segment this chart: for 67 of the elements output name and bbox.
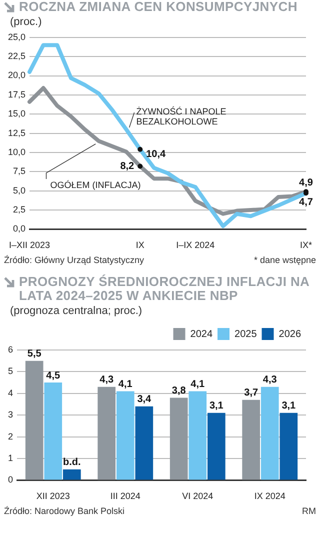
data-label: b.d.: [63, 457, 82, 468]
data-label: 5,5: [27, 348, 42, 360]
bar: [188, 391, 207, 480]
x-tick-label: I–XII 2023: [8, 240, 50, 250]
x-tick-label: IX 2024: [254, 491, 286, 502]
x-tick-label: III 2024: [110, 491, 140, 502]
text: Źródło: Główny Urząd Statystyczny: [4, 255, 144, 265]
chart-subtitle: (prognoza centralna; proc.): [10, 305, 144, 317]
bar: [44, 382, 62, 480]
bar: [170, 398, 188, 480]
bar: [62, 469, 81, 480]
y-tick-label: 15,0: [8, 108, 26, 119]
y-tick-label: 25,0: [8, 32, 26, 42]
x-tick-label: I–IX 2024: [176, 240, 215, 250]
x-tick-label: IX: [136, 240, 144, 250]
chart-subtitle: (proc.): [10, 16, 43, 28]
data-label: 4,1: [190, 378, 206, 390]
y-tick-label: 10,0: [8, 146, 26, 157]
y-tick-label: 22,5: [8, 51, 26, 62]
bar: [116, 391, 134, 480]
bar: [207, 412, 226, 480]
chart-title: ROCZNA ZMIANA CEN KONSUMPCYJNYCH: [19, 0, 298, 14]
data-label: 4,3: [262, 374, 278, 386]
y-tick-label: 12,5: [8, 128, 26, 138]
text: * dane wstępne: [254, 255, 316, 265]
data-label: 3,1: [209, 400, 224, 412]
data-label: 4,3: [100, 374, 114, 386]
bar: [280, 412, 298, 480]
y-tick-label: 1: [8, 452, 14, 463]
y-tick-label: 3: [8, 410, 14, 420]
text: Źródło: Narodowy Bank Polski: [4, 506, 125, 516]
data-label: 4,7: [299, 196, 314, 208]
text: RM: [302, 506, 316, 516]
y-tick-label: 4: [8, 388, 14, 398]
bar: [98, 386, 116, 480]
data-label: 8,2: [120, 161, 135, 172]
data-label: 10,4: [146, 149, 166, 160]
y-tick-label: 5: [8, 366, 14, 376]
chart-title: PROGNOZY ŚREDNIOROCZNEJ INFLACJI NA LATA 2024–2025 W ANKIECIE NBP: [19, 274, 310, 303]
legend-label: 2024: [190, 328, 213, 340]
y-tick-label: 20,0: [8, 70, 26, 80]
bar: [242, 400, 260, 480]
bar: [25, 360, 44, 480]
y-tick-label: 0,0: [13, 224, 26, 234]
x-tick-label: VI 2024: [182, 491, 214, 502]
bar: [260, 386, 279, 480]
legend-label: 2025: [234, 328, 258, 340]
data-label: 4,5: [46, 370, 61, 382]
data-label: 3,1: [282, 400, 296, 412]
y-tick-label: 2,5: [13, 204, 26, 215]
y-tick-label: 5,0: [13, 185, 26, 196]
y-tick-label: 2: [8, 431, 14, 442]
y-tick-label: 0: [8, 474, 14, 485]
data-label: 3,7: [244, 388, 258, 399]
data-label: 4,9: [299, 177, 314, 188]
y-tick-label: 7,5: [13, 166, 26, 176]
x-tick-label: XII 2023: [36, 491, 70, 502]
bar: [135, 406, 154, 480]
y-tick-label: 6: [8, 344, 14, 354]
data-label: 4,1: [118, 378, 133, 390]
data-label: 3,4: [137, 394, 152, 406]
series-label: OGÓŁEM (INFLACJA): [50, 180, 141, 190]
data-label: 3,8: [172, 385, 186, 396]
y-tick-label: 17,5: [8, 89, 26, 100]
x-tick-label: IX*: [300, 240, 312, 250]
legend-label: 2026: [278, 328, 302, 340]
series-label: ŻYWNOŚĆ I NAPOLE BEZALKOHOLOWE: [136, 105, 226, 126]
